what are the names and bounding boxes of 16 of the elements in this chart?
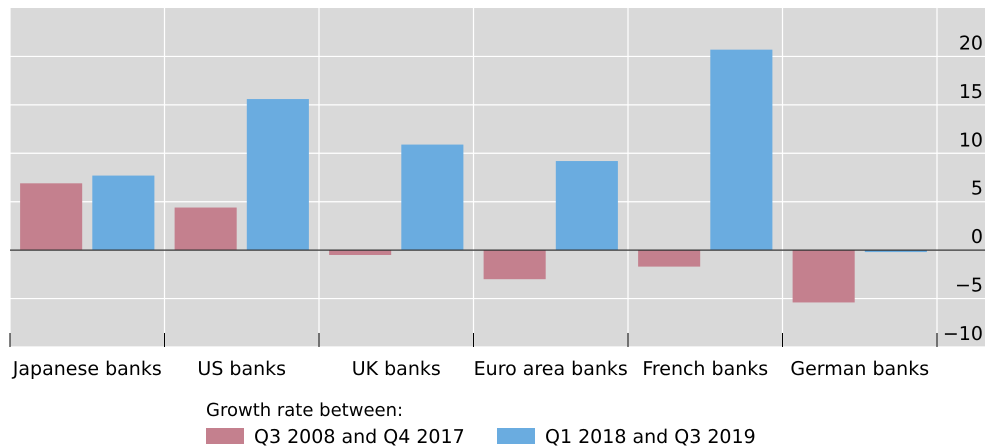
legend-title: Growth rate between: (206, 400, 404, 421)
x-tick-label: French banks (642, 358, 768, 380)
y-tick-label: −10 (942, 323, 983, 345)
x-tick-label: Euro area banks (474, 358, 628, 380)
x-tick-label: UK banks (352, 358, 441, 380)
x-tick-label: US banks (197, 358, 286, 380)
x-tick-label: Japanese banks (12, 358, 162, 380)
y-tick-label: 0 (970, 226, 983, 248)
legend-label: Q3 2008 and Q4 2017 (254, 426, 465, 446)
y-tick-label: 20 (958, 32, 983, 54)
y-tick-label: −5 (954, 274, 983, 297)
legend-label: Q1 2018 and Q3 2019 (545, 426, 756, 446)
y-tick-label: 10 (958, 129, 983, 152)
y-tick-label: 5 (970, 178, 983, 200)
x-tick-label: German banks (790, 358, 930, 380)
y-tick-label: 15 (958, 80, 983, 103)
